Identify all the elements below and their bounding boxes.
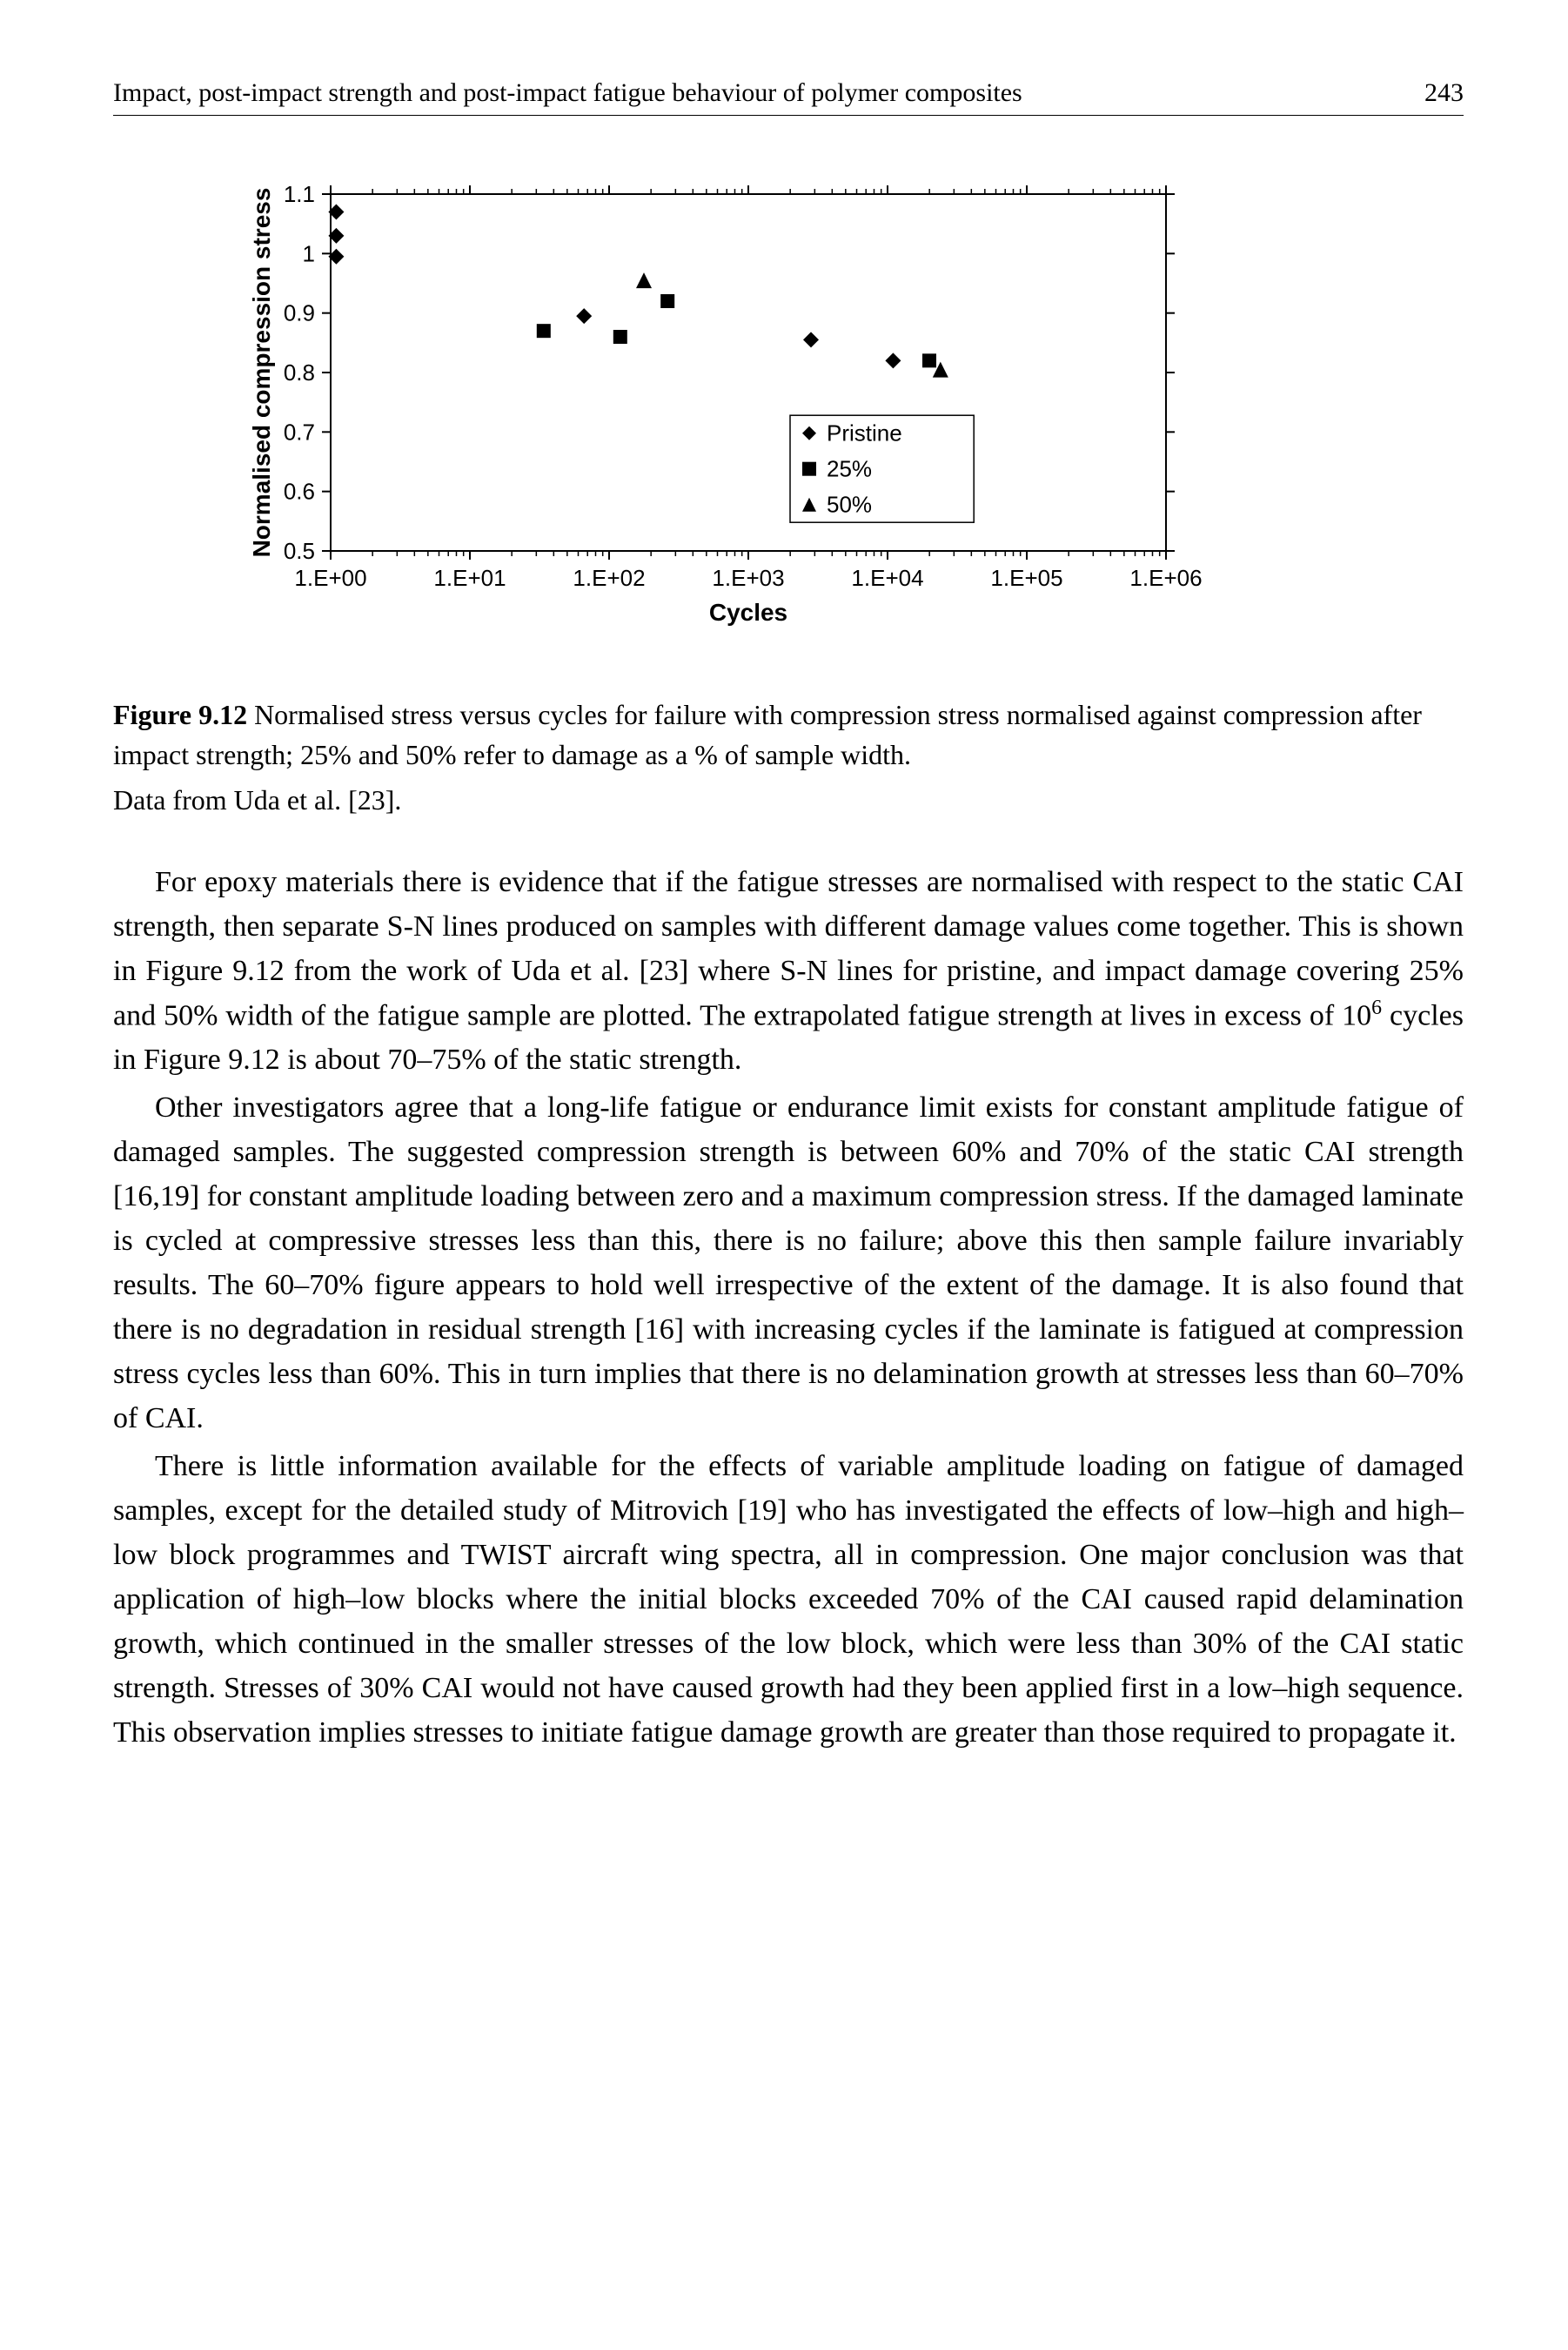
running-title: Impact, post-impact strength and post-im… <box>113 78 1022 108</box>
svg-text:1.E+00: 1.E+00 <box>294 565 366 591</box>
paragraph-1: For epoxy materials there is evidence th… <box>113 860 1464 1082</box>
svg-text:0.8: 0.8 <box>284 359 315 386</box>
chart-svg: 0.5 0.6 0.7 0.8 0.9 1 1.1 1.E+00 1.E+01 1.E+02 1.E… <box>235 177 1210 638</box>
svg-text:0.6: 0.6 <box>284 479 315 505</box>
page: Impact, post-impact strength and post-im… <box>0 0 1568 2350</box>
figure-9-12: 0.5 0.6 0.7 0.8 0.9 1 1.1 1.E+00 1.E+01 1.E+02 1.E… <box>235 177 1464 642</box>
svg-text:0.7: 0.7 <box>284 419 315 445</box>
svg-text:50%: 50% <box>827 492 872 518</box>
svg-text:0.9: 0.9 <box>284 300 315 326</box>
svg-text:1.E+06: 1.E+06 <box>1129 565 1202 591</box>
figure-label: Figure 9.12 <box>113 699 247 730</box>
body-text: For epoxy materials there is evidence th… <box>113 860 1464 1755</box>
svg-text:1.E+01: 1.E+01 <box>433 565 506 591</box>
figure-caption-text: Normalised stress versus cycles for fail… <box>113 699 1422 770</box>
svg-text:1.E+05: 1.E+05 <box>990 565 1062 591</box>
paragraph-3: There is little information available fo… <box>113 1444 1464 1755</box>
svg-text:Normalised compression stress: Normalised compression stress <box>248 188 275 558</box>
svg-text:Cycles: Cycles <box>709 599 787 626</box>
running-header: Impact, post-impact strength and post-im… <box>113 78 1464 116</box>
svg-text:25%: 25% <box>827 456 872 482</box>
paragraph-2: Other investigators agree that a long-li… <box>113 1085 1464 1440</box>
svg-text:Pristine: Pristine <box>827 420 902 446</box>
svg-text:1.1: 1.1 <box>284 181 315 207</box>
p1-superscript: 6 <box>1371 997 1382 1019</box>
page-number: 243 <box>1424 78 1464 108</box>
svg-text:1.E+03: 1.E+03 <box>712 565 784 591</box>
p1-part1: For epoxy materials there is evidence th… <box>113 866 1464 1031</box>
svg-text:1: 1 <box>303 240 315 266</box>
svg-text:1.E+02: 1.E+02 <box>573 565 645 591</box>
figure-data-source: Data from Uda et al. [23]. <box>113 784 1464 816</box>
svg-text:0.5: 0.5 <box>284 538 315 564</box>
figure-caption: Figure 9.12 Normalised stress versus cyc… <box>113 695 1464 776</box>
svg-text:1.E+04: 1.E+04 <box>851 565 923 591</box>
